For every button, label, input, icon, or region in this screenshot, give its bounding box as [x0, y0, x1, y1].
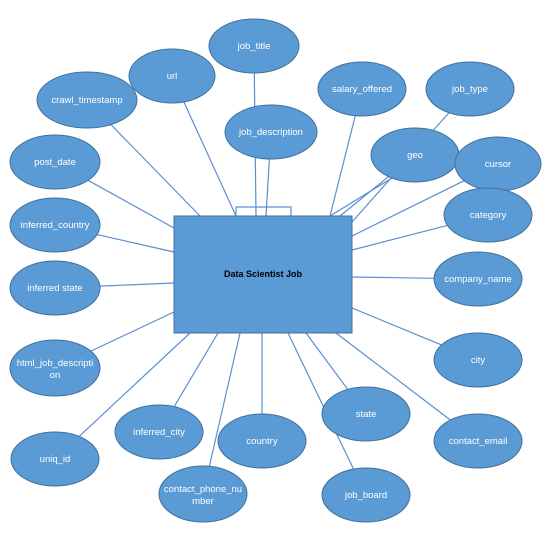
attribute-node-job-type[interactable]: job_type — [425, 61, 515, 117]
connector-post-date — [87, 179, 175, 229]
attribute-label: geo — [407, 150, 423, 161]
attribute-node-geo[interactable]: geo — [370, 127, 460, 183]
attribute-node-contact-phone-number[interactable]: contact_phone_nu mber — [158, 465, 248, 523]
attribute-node-job-title[interactable]: job_title — [208, 18, 300, 74]
attribute-ellipse — [217, 413, 307, 469]
attribute-node-uniq-id[interactable]: uniq_id — [10, 431, 100, 487]
connector-job-board — [287, 332, 355, 470]
connector-url — [183, 101, 237, 217]
attribute-label: contact_email — [449, 436, 508, 447]
attribute-ellipse — [9, 134, 101, 190]
connector-inferred-country — [96, 233, 175, 253]
connector-contact-email — [335, 332, 451, 421]
attribute-label: country — [246, 436, 277, 447]
attribute-node-html-job-description[interactable]: html_job_descripti on — [9, 339, 101, 397]
connector-crawl-timestamp — [110, 124, 201, 217]
attribute-label: job_description — [238, 127, 303, 138]
attribute-node-url[interactable]: url — [128, 48, 216, 104]
central-entity-box — [173, 215, 353, 334]
attribute-ellipse — [158, 465, 248, 523]
attribute-label: cursor — [485, 159, 511, 170]
attribute-ellipse — [128, 48, 216, 104]
attribute-label: company_name — [444, 274, 512, 285]
attribute-ellipse — [9, 339, 101, 397]
connector-geo — [339, 176, 389, 217]
attribute-ellipse — [10, 431, 100, 487]
connector-cursor — [351, 180, 465, 237]
attribute-label: job_board — [344, 490, 387, 501]
attribute-label: contact_phone_nu mber — [164, 484, 242, 507]
attribute-ellipse — [321, 467, 411, 523]
connector-geo-secondary — [329, 177, 393, 217]
attribute-label: category — [470, 210, 507, 221]
attribute-label: url — [167, 71, 178, 82]
attribute-ellipse — [9, 197, 101, 253]
attribute-label: salary_offered — [332, 84, 392, 95]
connector-uniq-id — [78, 332, 191, 437]
attribute-node-category[interactable]: category — [443, 187, 533, 243]
attribute-ellipse — [114, 404, 204, 460]
connector-inferred-city — [173, 332, 219, 407]
connector-state — [305, 332, 349, 390]
attribute-label: inferred_country — [21, 220, 90, 231]
attribute-ellipse — [224, 104, 318, 160]
connector-city — [351, 307, 442, 346]
connector-contact-phone-number — [208, 332, 241, 467]
attribute-label: crawl_timestamp — [51, 95, 122, 106]
attribute-node-inferred-city[interactable]: inferred_city — [114, 404, 204, 460]
connector-category — [351, 224, 448, 251]
attribute-ellipse — [433, 413, 523, 469]
attribute-label: uniq_id — [40, 454, 71, 465]
attribute-node-city[interactable]: city — [433, 332, 523, 388]
connector-lines — [78, 72, 465, 470]
attribute-ellipse — [36, 71, 138, 129]
attribute-ellipse — [317, 61, 407, 117]
attribute-node-inferred-country[interactable]: inferred_country — [9, 197, 101, 253]
connector-company-name — [351, 276, 435, 279]
attribute-ellipse — [433, 332, 523, 388]
connector-inferred-state — [99, 282, 175, 287]
attribute-node-cursor[interactable]: cursor — [454, 136, 542, 192]
central-entity[interactable]: Data Scientist Job — [173, 215, 353, 334]
attribute-node-contact-email[interactable]: contact_email — [433, 413, 523, 469]
attribute-node-state[interactable]: state — [321, 386, 411, 442]
attribute-ellipse — [9, 260, 101, 316]
attribute-label: html_job_descripti on — [17, 358, 94, 381]
attribute-label: state — [356, 409, 377, 420]
attribute-ellipse — [321, 386, 411, 442]
connector-salary-offered — [329, 115, 356, 217]
connector-html-job-description — [90, 311, 175, 352]
entity-top-bracket — [235, 206, 292, 216]
attribute-node-job-description[interactable]: job_description — [224, 104, 318, 160]
attribute-label: job_type — [451, 84, 488, 95]
attribute-node-job-board[interactable]: job_board — [321, 467, 411, 523]
attribute-node-company-name[interactable]: company_name — [433, 251, 523, 307]
central-entity-label: Data Scientist Job — [224, 269, 303, 279]
attribute-ellipse — [433, 251, 523, 307]
attribute-ellipse — [443, 187, 533, 243]
attribute-label: city — [471, 355, 486, 366]
attribute-label: inferred_city — [133, 427, 185, 438]
attribute-node-salary-offered[interactable]: salary_offered — [317, 61, 407, 117]
attribute-label: inferred state — [27, 283, 82, 294]
attribute-node-inferred-state[interactable]: inferred state — [9, 260, 101, 316]
attribute-ellipse — [208, 18, 300, 74]
attribute-ellipse — [425, 61, 515, 117]
attribute-label: post_date — [34, 157, 76, 168]
attribute-node-post-date[interactable]: post_date — [9, 134, 101, 190]
attribute-node-country[interactable]: country — [217, 413, 307, 469]
attribute-label: job_title — [237, 41, 271, 52]
attribute-node-crawl-timestamp[interactable]: crawl_timestamp — [36, 71, 138, 129]
